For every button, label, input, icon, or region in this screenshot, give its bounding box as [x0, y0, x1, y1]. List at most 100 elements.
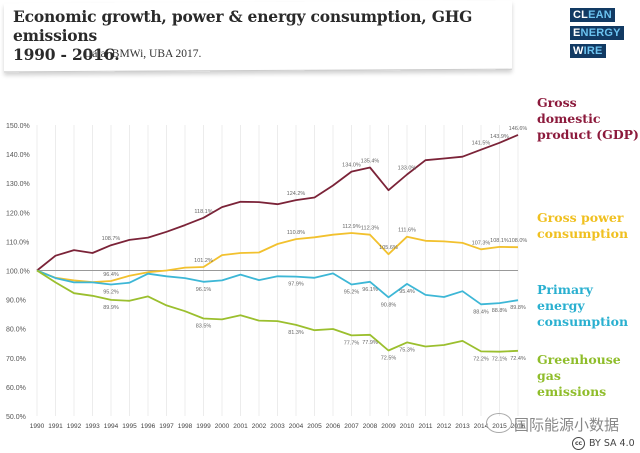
data-label: 96.1%: [362, 287, 378, 293]
legend-item: Greenhouse gas emissions: [537, 352, 640, 400]
data-label: 72.1%: [492, 357, 508, 363]
legend-text: consumption: [537, 226, 629, 241]
logo-light-1: EAN: [588, 9, 612, 21]
data-labels: 108.7% 118.1% 124.2% 134.0%135.4% 133.0% 141.…: [102, 126, 528, 363]
chart-header: Economic growth, power & energy consumpt…: [0, 0, 640, 73]
data-label: 90.8%: [381, 302, 397, 308]
legend-text: Gross domestic: [537, 95, 601, 126]
x-tick-label: 2011: [419, 423, 433, 430]
data-label: 134.0%: [342, 163, 361, 169]
x-tick-label: 1991: [48, 423, 63, 430]
data-label: 141.5%: [472, 141, 491, 147]
series-lines: [36, 134, 519, 353]
data-label: 110.8%: [287, 230, 305, 236]
x-tick-label: 2008: [363, 423, 378, 430]
x-tick-label: 2009: [381, 423, 396, 430]
x-tick-label: 1992: [67, 423, 82, 430]
title-line-2: 1990 - 2016.: [13, 45, 120, 64]
data-label: 112.9%: [342, 224, 360, 230]
x-tick-label: 2014: [474, 423, 489, 430]
data-label: 101.2%: [194, 258, 213, 264]
x-tick-label: 2010: [400, 423, 415, 430]
series-line-1: [36, 232, 519, 284]
data-label: 107.3%: [472, 240, 491, 246]
data-label: 143.9%: [490, 134, 509, 140]
series-line-2: [36, 269, 519, 306]
y-tick-label: 140.0%: [6, 152, 30, 159]
x-tick-label: 2013: [455, 423, 470, 430]
series-line-3: [36, 269, 519, 353]
legend-item: Gross domestic product (GDP): [537, 95, 640, 143]
data-label: 108.7%: [102, 236, 121, 242]
logo-line-3: WIRE: [570, 44, 606, 58]
data-label: 75.3%: [399, 347, 415, 353]
data-label: 95.2%: [344, 289, 360, 295]
title-line-1: Economic growth, power & energy consumpt…: [13, 7, 473, 45]
data-label: 88.8%: [492, 308, 508, 314]
x-tick-label: 2006: [326, 423, 341, 430]
clean-energy-wire-logo: CLEAN ENERGY WIRE: [570, 8, 624, 62]
x-tick-label: 2003: [270, 423, 285, 430]
x-tick-label: 2012: [437, 423, 452, 430]
y-tick-label: 80.0%: [6, 327, 26, 334]
x-tick-label: 1999: [196, 423, 211, 430]
logo-light-3: IRE: [583, 45, 603, 57]
cc-icon: cc: [572, 437, 585, 450]
data-label: 96.4%: [103, 272, 119, 278]
y-tick-label: 90.0%: [6, 298, 26, 305]
logo-line-2: ENERGY: [570, 26, 624, 40]
data-label: 108.1%: [490, 238, 509, 244]
data-label: 81.3%: [288, 330, 304, 336]
data-label: 95.2%: [103, 289, 119, 295]
license-text: BY SA 4.0: [589, 438, 635, 449]
x-tick-label: 1993: [85, 423, 100, 430]
y-tick-label: 100.0%: [6, 269, 30, 276]
logo-bold-2: E: [573, 27, 581, 39]
x-tick-label: 2002: [252, 423, 267, 430]
watermark: 国际能源小数据: [514, 416, 620, 434]
y-tick-label: 130.0%: [6, 181, 30, 188]
x-tick-label: 2005: [307, 423, 322, 430]
y-tick-label: 50.0%: [6, 414, 26, 421]
data-label: 135.4%: [361, 158, 380, 164]
data-label: 72.2%: [473, 356, 489, 362]
legend-text: Greenhouse gas: [537, 352, 621, 383]
x-tick-label: 2000: [215, 423, 230, 430]
y-tick-label: 70.0%: [6, 356, 26, 363]
legend-text: product (GDP): [537, 127, 639, 142]
logo-bold-3: W: [573, 45, 584, 57]
logo-bold-1: CL: [573, 9, 589, 21]
x-tick-label: 2016: [511, 423, 526, 430]
data-label: 72.4%: [510, 356, 526, 362]
x-tick-label: 2007: [344, 423, 359, 430]
x-axis: 1990 1991 1992 1993 1994 1995 1996 1997 1998 1999…: [30, 423, 526, 430]
data-label: 112.3%: [361, 226, 379, 232]
data-label: 96.1%: [196, 287, 212, 293]
data-label: 72.5%: [381, 356, 397, 362]
data-source: Data: BMWi, UBA 2017.: [84, 48, 202, 60]
chart-title: Economic growth, power & energy consumpt…: [13, 7, 523, 64]
x-tick-label: 1997: [159, 423, 174, 430]
grid-lines: [36, 125, 519, 416]
data-label: 89.8%: [510, 305, 526, 311]
data-label: 124.2%: [287, 191, 306, 197]
y-tick-label: 110.0%: [6, 239, 29, 246]
x-tick-label: 1998: [178, 423, 193, 430]
legend-text: Gross power: [537, 210, 624, 225]
y-axis: 50.0% 60.0% 70.0% 80.0% 90.0% 100.0% 110.0% 120…: [6, 123, 30, 421]
legend-text: Primary energy: [537, 282, 593, 313]
data-label: 111.6%: [398, 228, 416, 234]
y-tick-label: 120.0%: [6, 210, 30, 217]
x-tick-label: 2004: [289, 423, 304, 430]
logo-light-2: NERGY: [580, 27, 621, 39]
data-label: 105.6%: [379, 245, 398, 251]
x-tick-label: 1995: [122, 423, 137, 430]
data-label: 77.7%: [344, 340, 360, 346]
x-tick-label: 1996: [141, 423, 156, 430]
legend-item: Primary energy consumption: [537, 282, 640, 330]
data-label: 97.9%: [288, 282, 304, 288]
x-tick-label: 1990: [30, 423, 45, 430]
data-label: 133.0%: [398, 165, 417, 171]
data-label: 88.4%: [473, 309, 489, 315]
